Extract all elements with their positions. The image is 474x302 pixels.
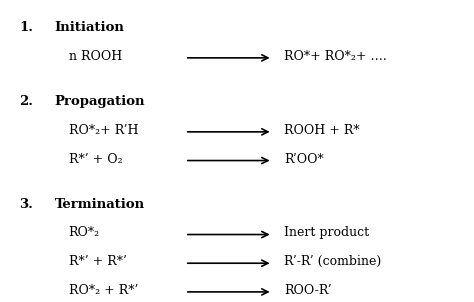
Text: R’-R’ (combine): R’-R’ (combine)	[284, 255, 382, 268]
Text: Termination: Termination	[55, 198, 145, 211]
Text: RO*+ RO*₂+ ….: RO*+ RO*₂+ ….	[284, 50, 387, 63]
Text: RO*₂+ R’H: RO*₂+ R’H	[69, 124, 138, 137]
Text: 1.: 1.	[19, 21, 33, 34]
Text: n ROOH: n ROOH	[69, 50, 122, 63]
Text: R*’ + O₂: R*’ + O₂	[69, 153, 122, 165]
Text: ROOH + R*: ROOH + R*	[284, 124, 360, 137]
Text: RO*₂: RO*₂	[69, 226, 100, 239]
Text: Initiation: Initiation	[55, 21, 124, 34]
Text: 2.: 2.	[19, 95, 33, 108]
Text: 3.: 3.	[19, 198, 33, 211]
Text: Inert product: Inert product	[284, 226, 370, 239]
Text: ROO-R’: ROO-R’	[284, 284, 332, 297]
Text: Propagation: Propagation	[55, 95, 145, 108]
Text: R*’ + R*’: R*’ + R*’	[69, 255, 127, 268]
Text: R’OO*: R’OO*	[284, 153, 324, 165]
Text: RO*₂ + R*’: RO*₂ + R*’	[69, 284, 138, 297]
